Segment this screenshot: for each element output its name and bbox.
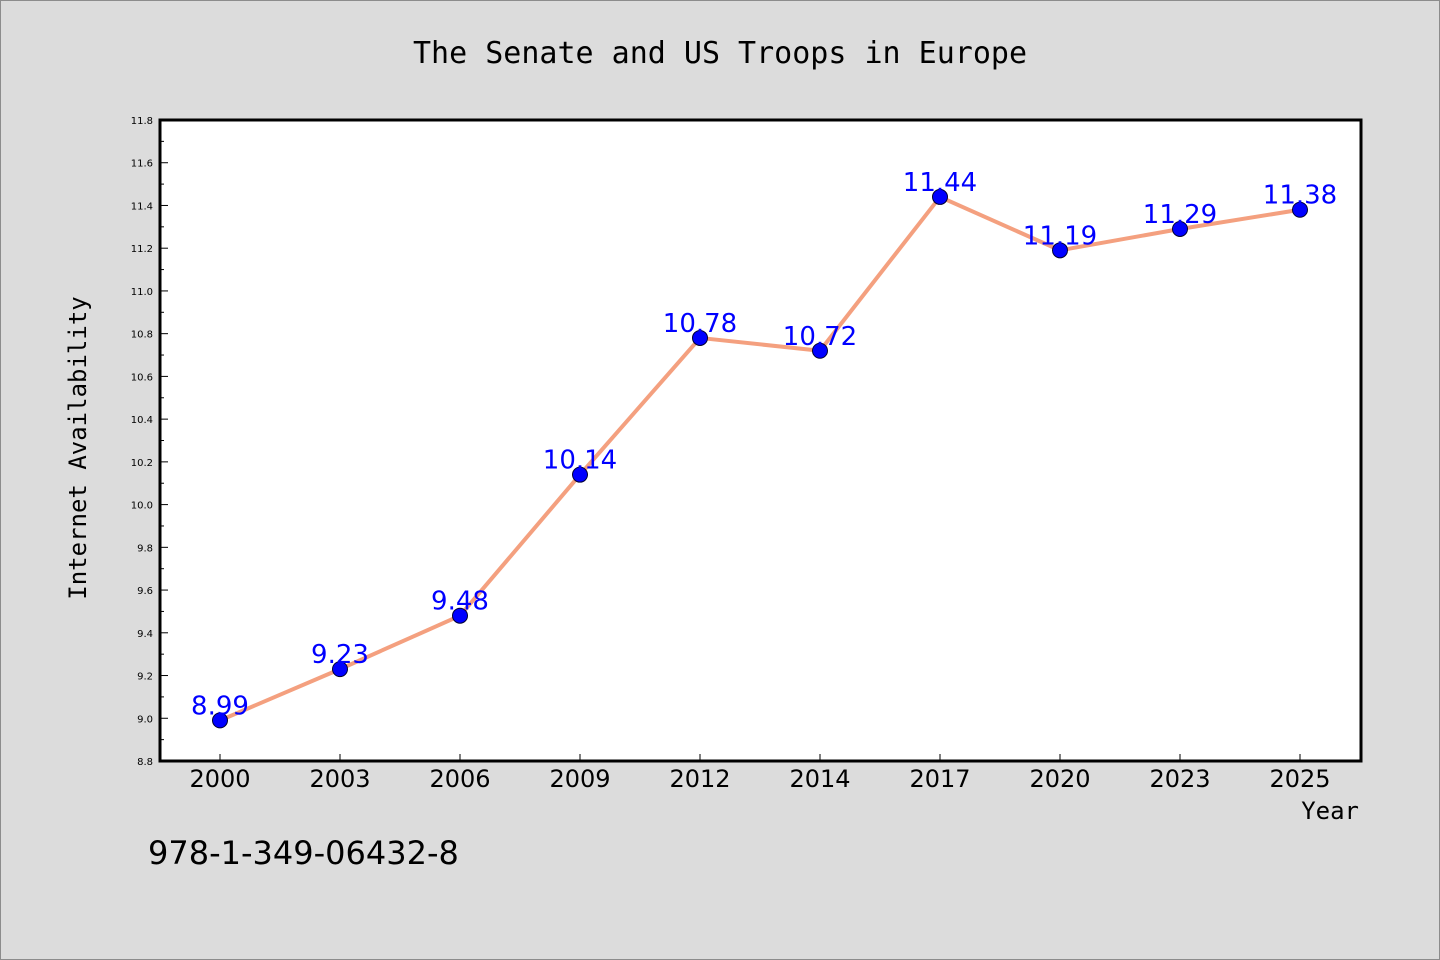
data-point xyxy=(932,188,948,205)
x-tick-label: 2014 xyxy=(789,765,850,793)
x-axis-label: Year xyxy=(1301,797,1359,825)
y-axis-ticks: 8.8 9.0 9.2 9.4 9.6 9.8 10.0 10.2 10.4 10.6 10.8 11… xyxy=(131,116,168,768)
y-tick-label: 10.2 xyxy=(131,458,153,469)
x-tick-label: 2023 xyxy=(1149,765,1210,793)
y-tick-label: 8.8 xyxy=(137,757,153,768)
plot-area xyxy=(158,118,1363,763)
y-tick-label: 10.6 xyxy=(131,372,153,383)
y-tick-label: 11.6 xyxy=(131,159,153,170)
y-tick-label: 11.8 xyxy=(131,116,153,127)
x-tick-label: 2017 xyxy=(909,765,970,793)
y-tick-label: 10.4 xyxy=(131,415,153,426)
y-tick-label: 9.8 xyxy=(137,543,153,554)
data-label: 10.14 xyxy=(543,446,617,476)
data-point xyxy=(1172,220,1188,237)
x-tick-label: 2006 xyxy=(429,765,490,793)
x-tick-label: 2009 xyxy=(549,765,610,793)
data-point xyxy=(212,712,228,729)
y-axis-label: Internet Availability xyxy=(64,296,92,599)
data-label: 10.78 xyxy=(663,309,737,339)
data-point xyxy=(332,661,348,678)
data-point xyxy=(1292,201,1308,218)
data-label: 11.38 xyxy=(1263,181,1337,211)
footer-code: 978-1-349-06432-8 xyxy=(148,834,459,872)
data-label: 8.99 xyxy=(191,691,249,721)
x-tick-label: 2000 xyxy=(189,765,250,793)
y-tick-label: 9.2 xyxy=(137,672,153,683)
data-point xyxy=(812,342,828,359)
x-tick-label: 2003 xyxy=(309,765,370,793)
y-tick-label: 10.0 xyxy=(131,501,153,512)
y-tick-label: 11.0 xyxy=(131,287,153,298)
data-label: 11.29 xyxy=(1143,200,1217,230)
y-tick-label: 11.4 xyxy=(131,201,153,212)
data-label: 10.72 xyxy=(783,322,857,352)
data-point xyxy=(692,329,708,346)
y-tick-label: 9.4 xyxy=(137,629,153,640)
y-tick-label: 10.8 xyxy=(131,330,153,341)
data-point xyxy=(572,466,588,483)
data-label: 9.48 xyxy=(431,587,489,617)
y-tick-label: 9.6 xyxy=(137,586,153,597)
data-point xyxy=(452,607,468,624)
x-tick-label: 2020 xyxy=(1029,765,1090,793)
data-label: 9.23 xyxy=(311,640,369,670)
y-tick-label: 11.2 xyxy=(131,244,153,255)
data-series: 8.99 9.23 9.48 10.14 10.78 10.72 11.44 11.19 11.… xyxy=(191,168,1337,729)
x-tick-label: 2025 xyxy=(1269,765,1330,793)
data-label: 11.19 xyxy=(1023,221,1097,251)
chart-title: The Senate and US Troops in Europe xyxy=(413,36,1027,71)
x-tick-label: 2012 xyxy=(669,765,730,793)
series-line xyxy=(218,194,1302,723)
data-point xyxy=(1052,242,1068,259)
data-label: 11.44 xyxy=(903,168,977,198)
y-tick-label: 9.0 xyxy=(137,714,153,725)
x-axis-ticks: 2000 2003 2006 2009 2012 2014 2017 2020 2023 2025 xyxy=(189,754,1331,793)
